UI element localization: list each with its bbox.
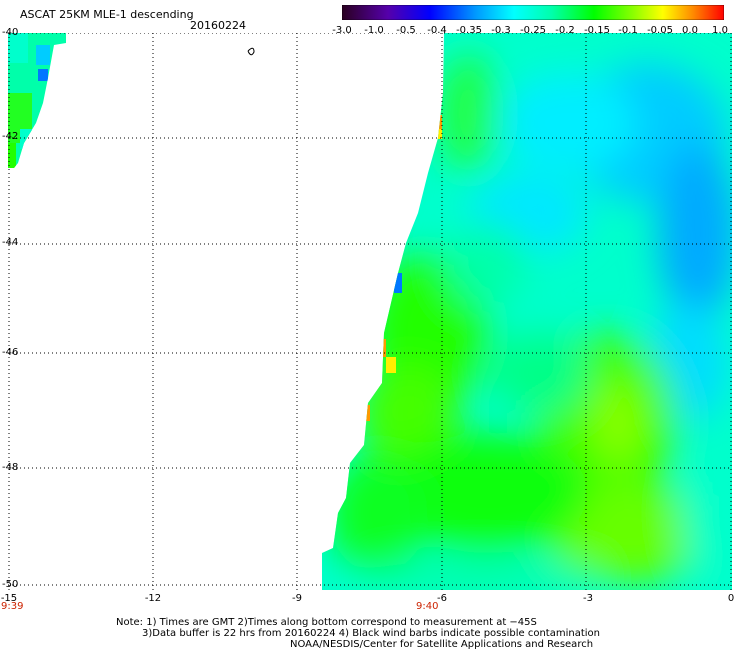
color-bar-label: -0.05 (647, 25, 673, 36)
color-bar-label: -0.15 (584, 25, 610, 36)
color-bar-label: -0.1 (618, 25, 638, 36)
map-title: ASCAT 25KM MLE-1 descending (20, 8, 194, 21)
note-line-1: Note: 1) Times are GMT 2)Times along bot… (116, 617, 537, 628)
color-bar-label: -0.5 (396, 25, 416, 36)
color-bar-label: -0.35 (456, 25, 482, 36)
wind-data-left-swath (8, 33, 66, 168)
island-outline (247, 47, 255, 56)
longitude-label: 0 (727, 593, 735, 604)
color-bar (342, 5, 724, 20)
longitude-label: -3 (583, 593, 593, 604)
longitude-label: -9 (292, 593, 302, 604)
color-bar-label: -3.0 (332, 25, 352, 36)
wind-data-swath (322, 33, 732, 590)
longitude-label: -12 (144, 593, 162, 604)
note-line-2: 3)Data buffer is 22 hrs from 20160224 4)… (142, 628, 600, 639)
color-bar-label: 1.0 (712, 25, 728, 36)
time-label: 9:40 (416, 601, 439, 612)
color-bar-label: -0.2 (555, 25, 575, 36)
color-bar-label: 0.0 (682, 25, 698, 36)
time-label: 9:39 (1, 601, 24, 612)
longitude-label: -6 (437, 593, 447, 604)
graticule (8, 33, 732, 590)
color-bar-label: -0.3 (491, 25, 511, 36)
latitude-label: -42 (2, 131, 19, 142)
map-date: 20160224 (190, 19, 246, 32)
latitude-label: -44 (2, 237, 19, 248)
color-bar-label: -0.25 (520, 25, 546, 36)
latitude-label: -48 (2, 462, 19, 473)
latitude-label: -50 (2, 579, 19, 590)
color-bar-label: -0.4 (427, 25, 447, 36)
latitude-label: -46 (2, 347, 19, 358)
latitude-label: -40 (2, 27, 19, 38)
wind-map (8, 33, 732, 590)
longitude-label: -15 (0, 593, 18, 604)
color-bar-label: -1.0 (364, 25, 384, 36)
note-line-3: NOAA/NESDIS/Center for Satellite Applica… (290, 639, 594, 650)
